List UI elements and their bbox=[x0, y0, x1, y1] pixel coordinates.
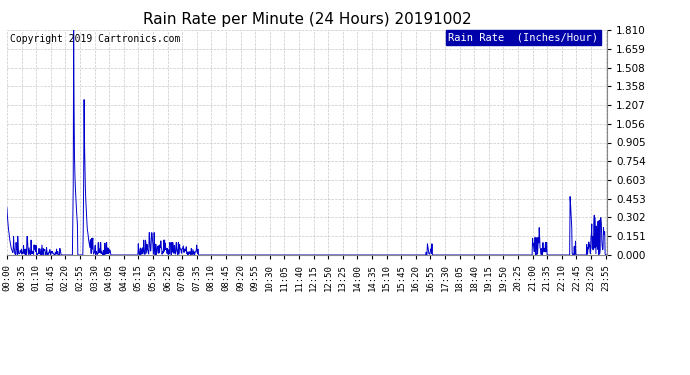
Text: Copyright 2019 Cartronics.com: Copyright 2019 Cartronics.com bbox=[10, 34, 180, 45]
Text: Rain Rate  (Inches/Hour): Rain Rate (Inches/Hour) bbox=[448, 32, 598, 42]
Title: Rain Rate per Minute (24 Hours) 20191002: Rain Rate per Minute (24 Hours) 20191002 bbox=[143, 12, 471, 27]
